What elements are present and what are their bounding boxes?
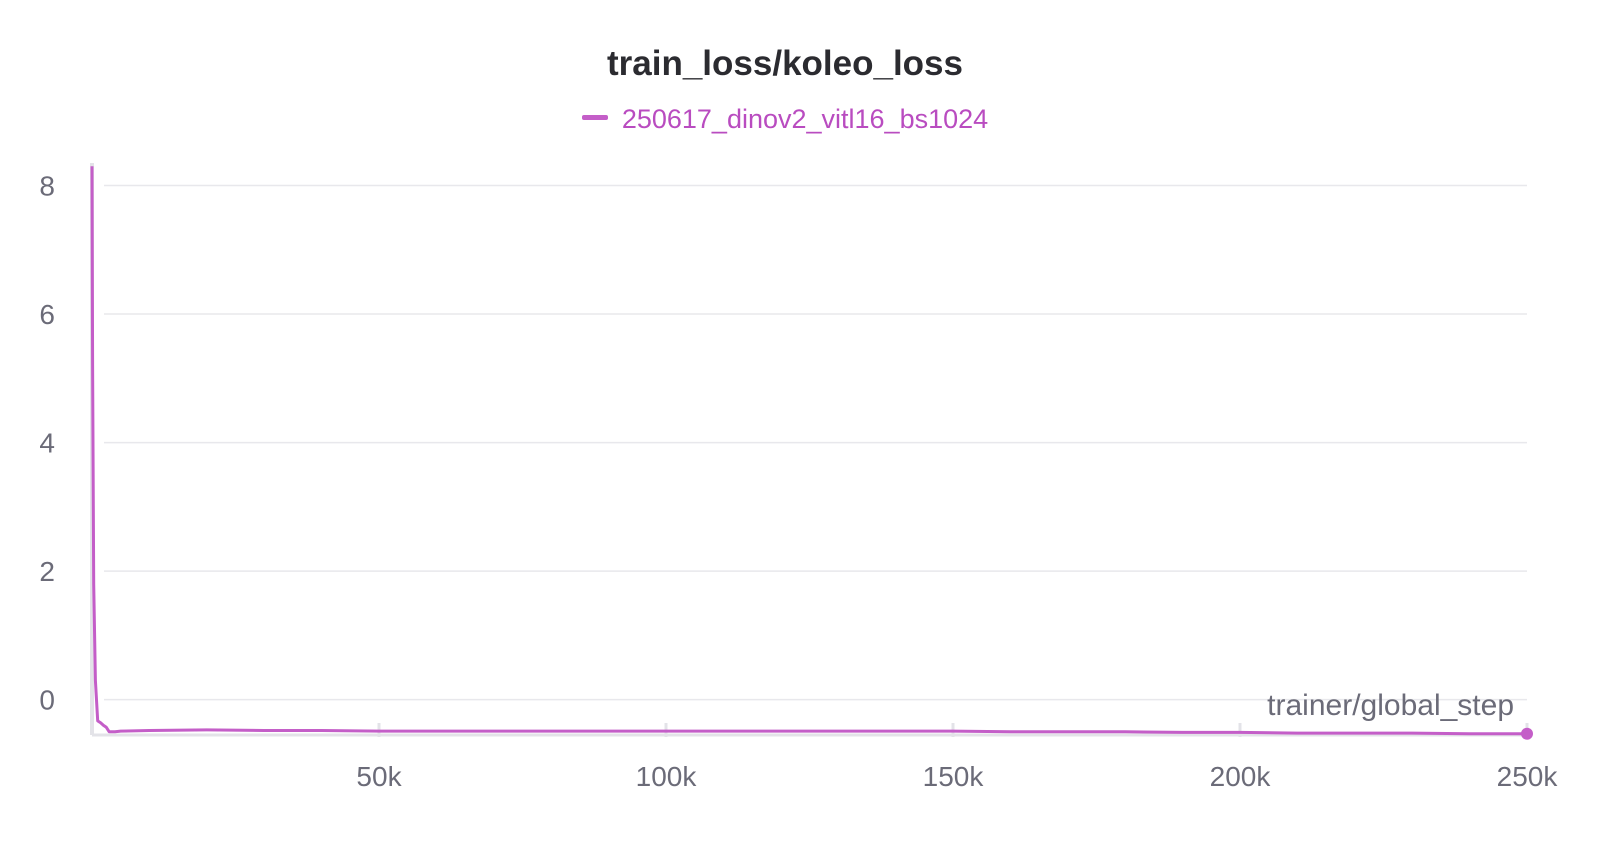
chart-title: train_loss/koleo_loss xyxy=(607,44,963,83)
x-tick-label: 150k xyxy=(923,761,985,792)
series-line[interactable] xyxy=(90,166,1527,736)
y-tick-label: 6 xyxy=(39,299,55,330)
x-tick-label: 200k xyxy=(1210,761,1272,792)
x-tick-label: 50k xyxy=(356,761,402,792)
grid-lines xyxy=(104,184,1527,701)
x-axis-title: trainer/global_step xyxy=(1267,689,1514,722)
tick-labels: 0 2 4 6 8 50k 100k 150k 200k 250k xyxy=(39,170,1558,792)
y-tick-label: 0 xyxy=(39,685,55,716)
x-tick-label: 250k xyxy=(1497,761,1559,792)
legend[interactable]: 250617_dinov2_vitl16_bs1024 xyxy=(0,104,1570,135)
y-tick-label: 4 xyxy=(39,428,55,459)
axes xyxy=(90,163,1529,737)
series-end-point[interactable] xyxy=(1521,727,1533,740)
x-tick-label: 100k xyxy=(636,761,698,792)
legend-swatch xyxy=(581,115,608,121)
y-tick-label: 2 xyxy=(39,556,55,587)
series-layer xyxy=(90,166,1533,740)
y-tick-label: 8 xyxy=(39,170,55,201)
legend-label: 250617_dinov2_vitl16_bs1024 xyxy=(621,104,989,134)
